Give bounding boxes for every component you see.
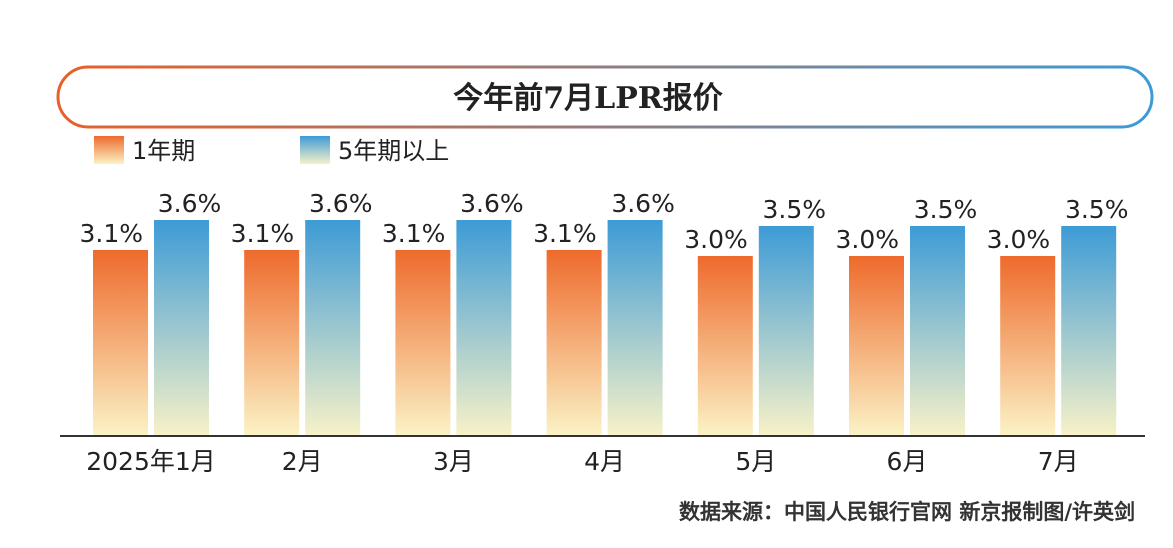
bar-1yr-2 (244, 250, 300, 436)
value-label-1yr-2: 3.1% (231, 219, 295, 248)
legend-swatch-5yr (300, 136, 330, 164)
legend-label-5yr: 5年期以上 (338, 137, 449, 165)
x-tick-label-3: 3月 (433, 447, 474, 476)
value-label-1yr-6: 3.0% (835, 225, 899, 254)
bars-group (93, 220, 1117, 436)
legend-label-1yr: 1年期 (132, 137, 195, 165)
legend-swatch-1yr (94, 136, 124, 164)
x-tick-label-5: 5月 (735, 447, 776, 476)
bar-1yr-5 (697, 256, 753, 436)
value-label-5yr-6: 3.5% (914, 195, 978, 224)
value-label-1yr-4: 3.1% (533, 219, 597, 248)
bar-5yr-7 (1061, 226, 1117, 436)
bar-5yr-5 (758, 226, 814, 436)
x-tick-label-2: 2月 (282, 447, 323, 476)
value-label-5yr-4: 3.6% (611, 189, 675, 218)
value-label-1yr-5: 3.0% (684, 225, 748, 254)
bar-5yr-4 (607, 220, 663, 436)
value-label-5yr-2: 3.6% (309, 189, 373, 218)
value-labels-group: 3.1% 3.6% 3.1% 3.6% 3.1% 3.6% 3.1% 3.6% 3.0% 3.5%… (79, 189, 1128, 254)
legend: 1年期 5年期以上 (94, 136, 449, 165)
bar-1yr-3 (395, 250, 451, 436)
bar-1yr-4 (546, 250, 602, 436)
value-label-5yr-3: 3.6% (460, 189, 524, 218)
value-label-5yr-5: 3.5% (763, 195, 827, 224)
source-note: 数据来源：中国人民银行官网 新京报制图/许英剑 (679, 500, 1135, 524)
bar-5yr-3 (456, 220, 512, 436)
value-label-1yr-1: 3.1% (79, 219, 143, 248)
bar-5yr-6 (910, 226, 965, 436)
bar-1yr-6 (849, 256, 904, 436)
x-tick-label-6: 6月 (887, 447, 928, 476)
bar-1yr-7 (1000, 256, 1056, 436)
title-box (56, 65, 1154, 129)
value-label-5yr-7: 3.5% (1065, 195, 1129, 224)
bar-1yr-1 (93, 250, 148, 436)
bar-5yr-2 (305, 220, 361, 436)
value-label-5yr-1: 3.6% (158, 189, 222, 218)
x-tick-label-7: 7月 (1038, 447, 1079, 476)
bar-5yr-1 (154, 220, 209, 436)
x-tick-labels: 2025年1月 2月 3月 4月 5月 6月 7月 (86, 447, 1078, 476)
chart-title: 今年前7月LPR报价 (453, 81, 722, 116)
value-label-1yr-3: 3.1% (382, 219, 446, 248)
x-tick-label-1: 2025年1月 (86, 447, 216, 476)
value-label-1yr-7: 3.0% (987, 225, 1051, 254)
x-tick-label-4: 4月 (584, 447, 625, 476)
